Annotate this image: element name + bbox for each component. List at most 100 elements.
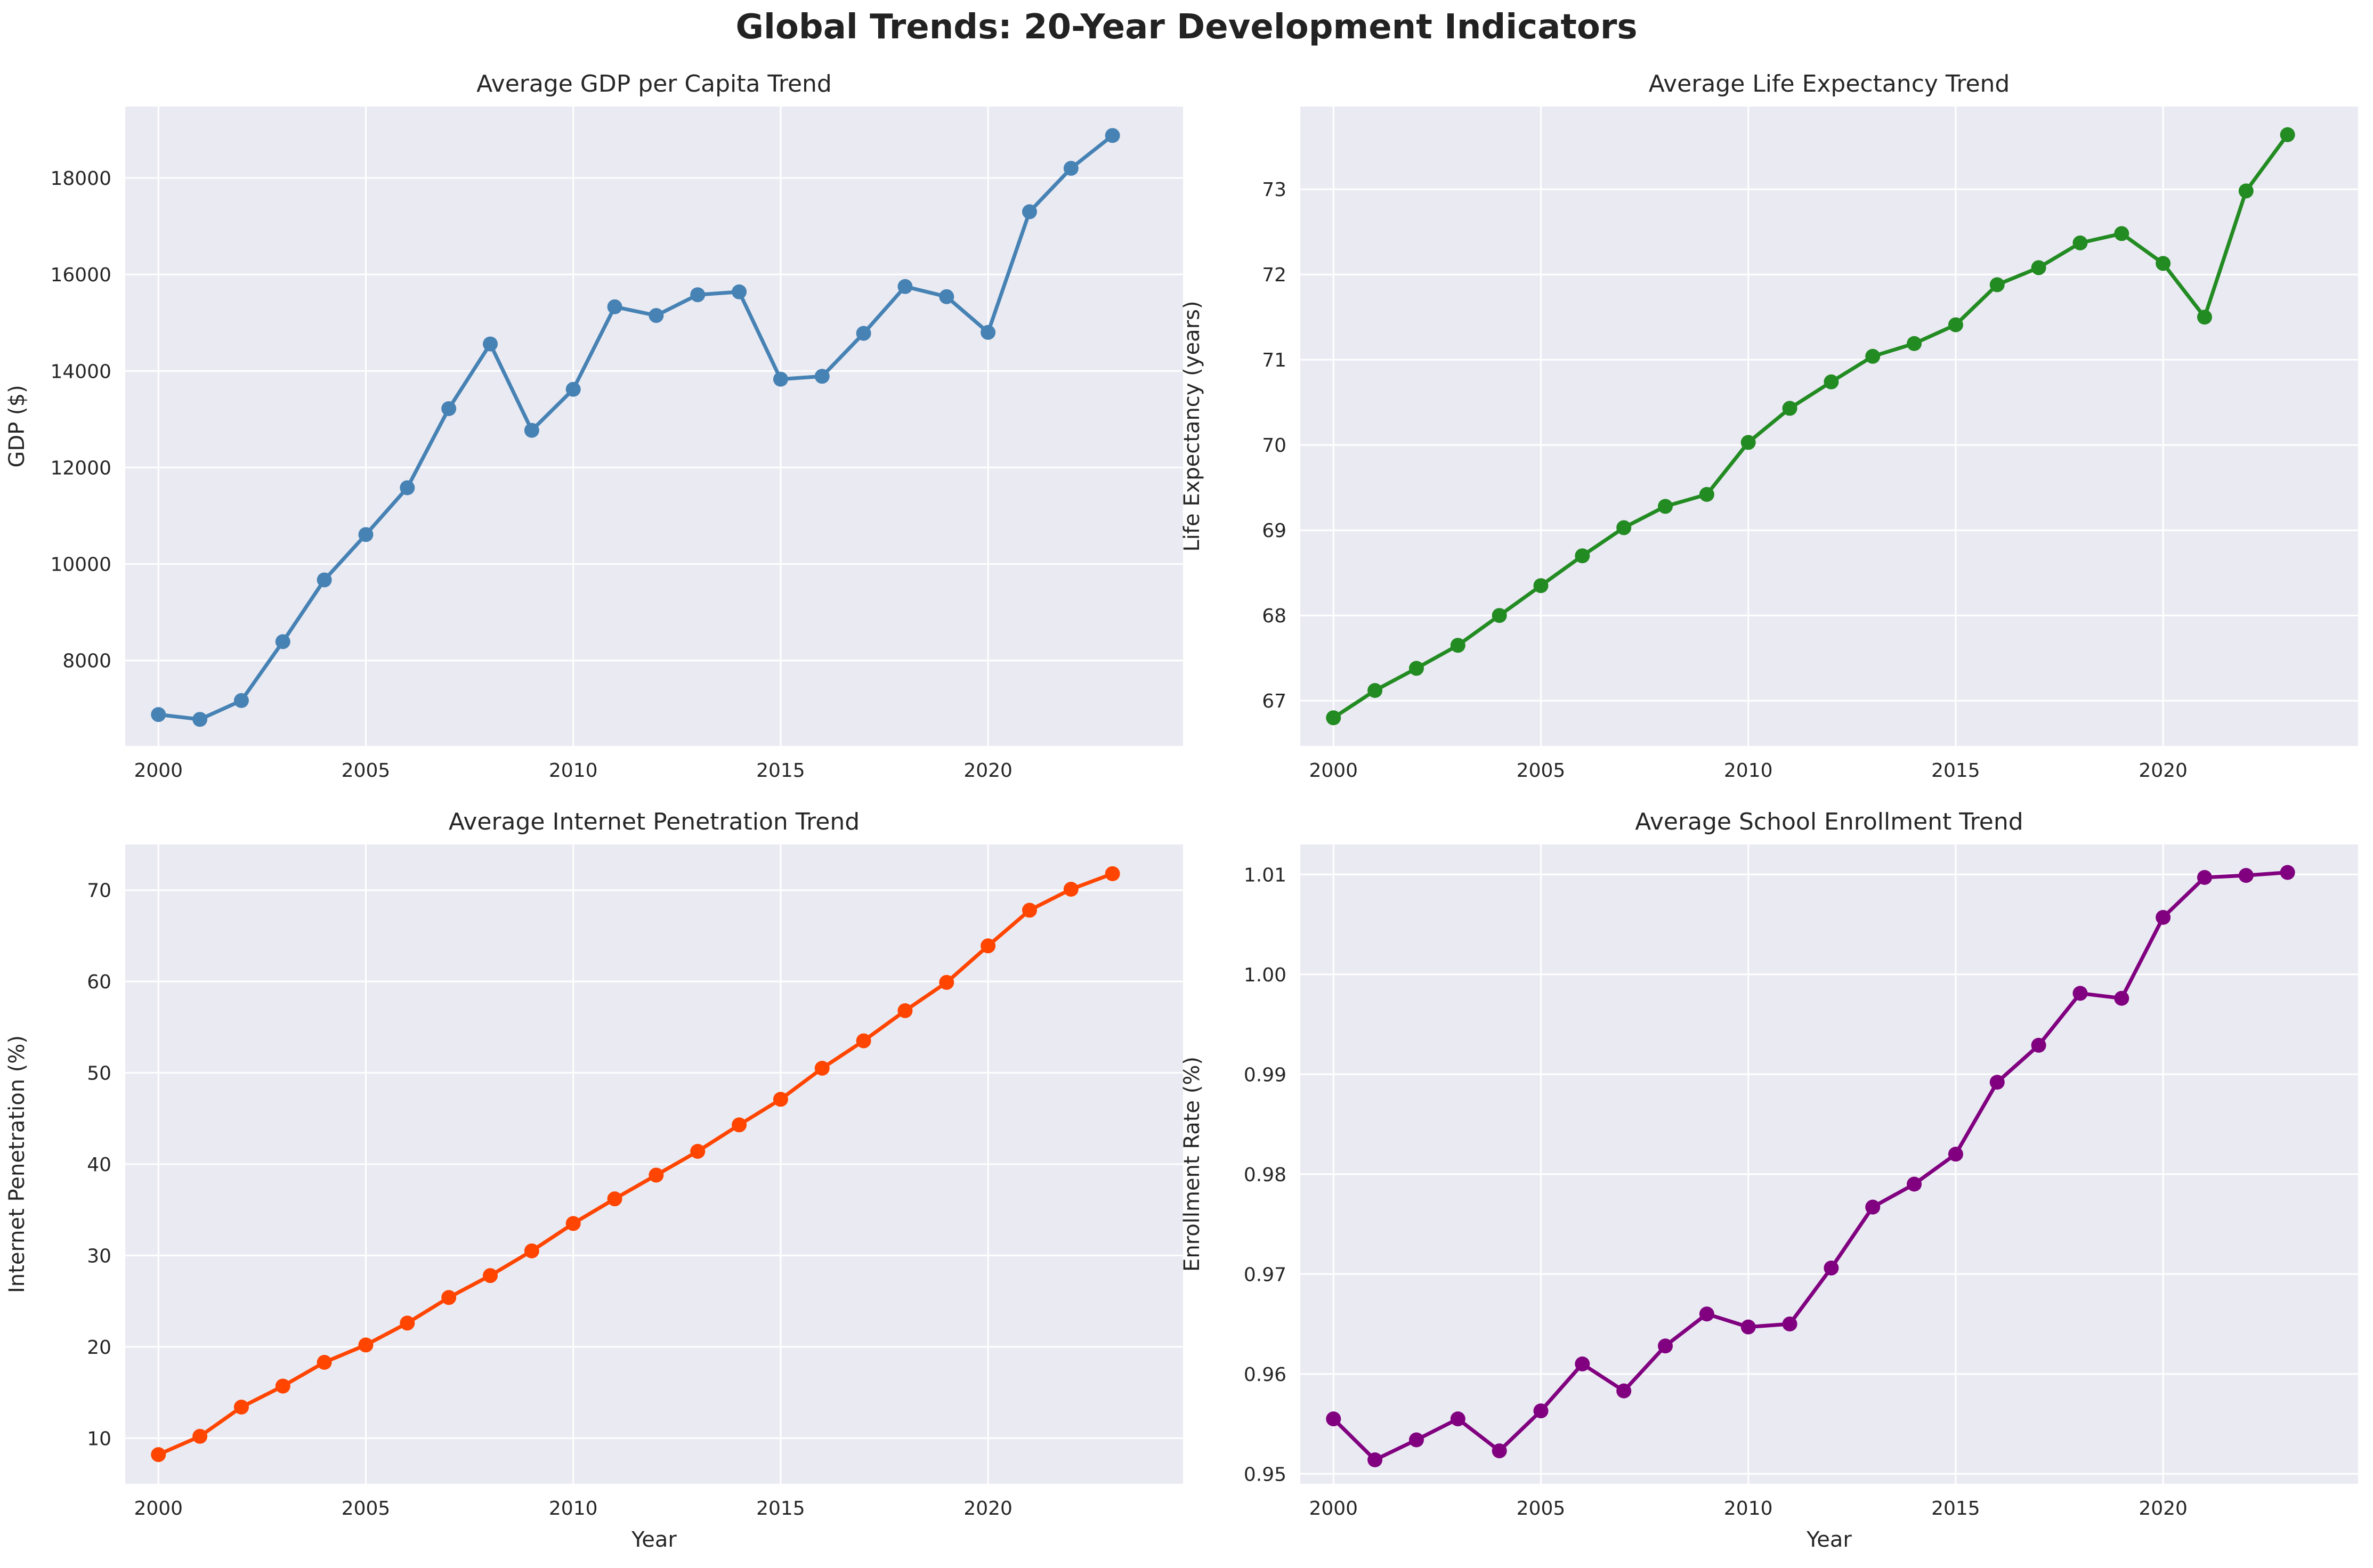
data-point xyxy=(981,324,996,340)
x-tick-label: 2010 xyxy=(1724,1498,1773,1520)
data-point xyxy=(358,527,374,542)
subplot-title: Average Life Expectancy Trend xyxy=(1649,70,2010,98)
data-point xyxy=(192,712,208,727)
data-point xyxy=(649,1167,664,1183)
data-point xyxy=(2114,990,2129,1006)
x-tick-label: 2005 xyxy=(1517,760,1566,782)
data-point xyxy=(1865,348,1881,364)
data-point xyxy=(1326,710,1341,726)
data-point xyxy=(1533,578,1549,594)
data-point xyxy=(400,1315,415,1331)
series-line xyxy=(1331,871,2290,1462)
data-point xyxy=(1575,1356,1590,1371)
x-axis-label: Year xyxy=(631,1528,677,1552)
x-tick-label: 2020 xyxy=(2139,1498,2188,1520)
y-axis-label: Internet Penetration (%) xyxy=(5,1035,29,1293)
plot-area xyxy=(1300,107,2358,746)
data-point xyxy=(1907,336,1922,351)
y-tick-label: 70 xyxy=(1262,435,1286,457)
data-point xyxy=(1782,401,1797,416)
x-tick-label: 2005 xyxy=(1517,1498,1566,1520)
data-point xyxy=(2072,235,2088,250)
y-tick-label: 69 xyxy=(1262,520,1286,542)
data-point xyxy=(856,326,871,341)
y-tick-label: 67 xyxy=(1262,690,1286,712)
data-point xyxy=(1575,548,1590,564)
y-tick-label: 10000 xyxy=(50,554,111,576)
data-point xyxy=(814,369,830,384)
y-tick-label: 30 xyxy=(87,1245,111,1267)
data-point xyxy=(1740,1319,1756,1335)
y-tick-label: 68 xyxy=(1262,605,1286,627)
x-tick-label: 2010 xyxy=(1724,760,1773,782)
y-tick-label: 0.96 xyxy=(1244,1364,1286,1386)
data-point xyxy=(2197,870,2212,885)
data-point xyxy=(1824,1261,1839,1275)
x-tick-label: 2020 xyxy=(963,1498,1013,1520)
plot-area xyxy=(1300,844,2358,1484)
series-line xyxy=(156,872,1115,1457)
data-point xyxy=(897,1003,913,1018)
y-tick-label: 60 xyxy=(87,971,111,993)
x-tick-label: 2000 xyxy=(134,760,183,782)
data-point xyxy=(400,480,415,495)
x-tick-label: 2015 xyxy=(1931,760,1980,782)
data-point xyxy=(1408,1432,1424,1448)
data-point xyxy=(607,299,622,314)
data-point xyxy=(524,423,539,438)
data-point xyxy=(2072,986,2088,1001)
data-point xyxy=(441,1290,457,1305)
x-tick-label: 2010 xyxy=(549,1498,598,1520)
y-tick-label: 20 xyxy=(87,1337,111,1359)
x-tick-label: 2000 xyxy=(134,1498,183,1520)
data-point xyxy=(2156,909,2171,925)
y-tick-label: 18000 xyxy=(50,168,111,190)
series-line xyxy=(1331,133,2290,720)
data-point xyxy=(2031,1037,2046,1053)
data-point xyxy=(1616,1383,1632,1399)
data-point xyxy=(441,401,457,416)
y-tick-label: 10 xyxy=(87,1428,111,1450)
data-point xyxy=(1450,638,1465,653)
data-point xyxy=(524,1243,539,1258)
data-point xyxy=(1492,1443,1507,1459)
data-point xyxy=(1948,1147,1963,1162)
data-point xyxy=(1989,277,2005,293)
data-point xyxy=(2280,865,2295,880)
data-point xyxy=(2197,310,2212,325)
y-tick-label: 50 xyxy=(87,1063,111,1085)
data-point xyxy=(2114,226,2129,241)
y-tick-label: 0.99 xyxy=(1244,1064,1286,1086)
x-axis-label: Year xyxy=(1806,1528,1852,1552)
x-tick-label: 2000 xyxy=(1309,1498,1358,1520)
data-point xyxy=(1022,204,1037,220)
data-point xyxy=(773,1092,788,1107)
data-point xyxy=(732,284,747,299)
y-axis-label: Life Expectancy (years) xyxy=(1180,301,1204,552)
y-tick-label: 1.00 xyxy=(1244,964,1286,986)
y-tick-label: 12000 xyxy=(50,457,111,479)
y-tick-label: 71 xyxy=(1262,350,1286,371)
data-point xyxy=(565,1216,581,1231)
data-point xyxy=(773,371,788,387)
subplot-4: 2000 2005 2010 2015 2020 0.95 0.96 0.97 0.98 0.99… xyxy=(1180,808,2358,1552)
data-point xyxy=(1658,1338,1673,1354)
x-tick-label: 2005 xyxy=(342,1498,391,1520)
data-point xyxy=(151,707,166,722)
data-point xyxy=(939,289,954,304)
x-tick-label: 2000 xyxy=(1309,760,1358,782)
y-axis-label: Enrollment Rate (%) xyxy=(1180,1057,1204,1272)
data-point xyxy=(1105,128,1120,143)
y-tick-label: 40 xyxy=(87,1154,111,1176)
data-point xyxy=(690,287,706,303)
x-tick-label: 2020 xyxy=(963,760,1013,782)
data-point xyxy=(1450,1411,1465,1427)
subplot-3: 2000 2005 2010 2015 2020 10 20 30 40 50 60 70 Averag… xyxy=(5,808,1183,1552)
data-point xyxy=(1989,1075,2005,1090)
x-tick-label: 2020 xyxy=(2139,760,2188,782)
data-point xyxy=(1699,487,1714,502)
data-point xyxy=(483,1268,498,1283)
data-point xyxy=(2238,868,2254,883)
data-point xyxy=(317,1355,332,1370)
